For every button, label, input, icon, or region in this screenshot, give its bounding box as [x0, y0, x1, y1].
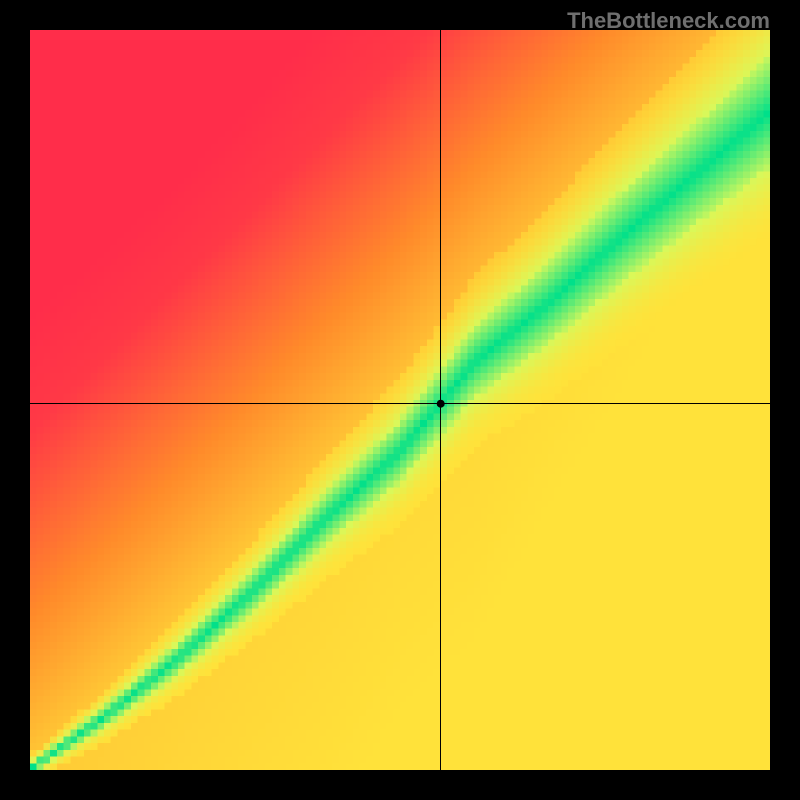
bottleneck-heatmap: [30, 30, 770, 770]
chart-container: TheBottleneck.com: [0, 0, 800, 800]
watermark-text: TheBottleneck.com: [567, 8, 770, 34]
